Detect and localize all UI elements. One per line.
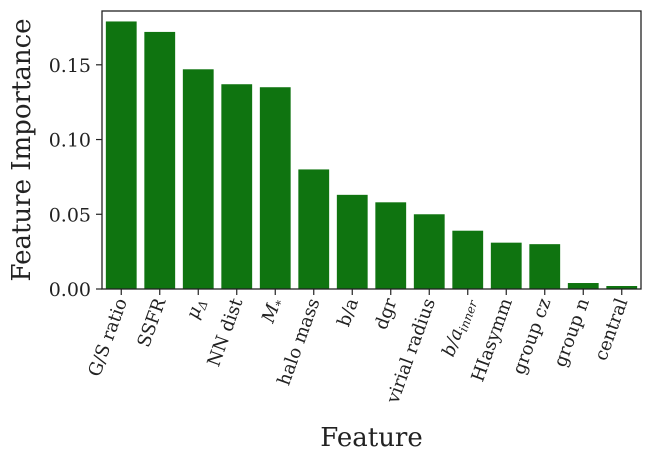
bar-11 xyxy=(529,244,561,289)
y-tick-label-0: 0.00 xyxy=(49,279,91,301)
bar-1 xyxy=(144,31,176,289)
x-tick-label-12: group n xyxy=(550,295,594,370)
plot-frame xyxy=(101,10,642,290)
bar-6 xyxy=(336,194,368,289)
x-tick-label-7: dgr xyxy=(371,295,402,332)
bar-5 xyxy=(298,169,330,289)
x-tick-label-2: μΔ xyxy=(182,296,211,323)
x-tick-label-6: b/a xyxy=(334,295,364,329)
x-tick-label-1: SSFR xyxy=(133,295,170,350)
bar-3 xyxy=(221,84,253,289)
x-axis-label: Feature xyxy=(320,423,423,452)
bar-2 xyxy=(182,69,214,290)
bars-group xyxy=(105,21,638,290)
bar-7 xyxy=(375,202,407,289)
y-axis: 0.00 0.05 0.10 0.15 xyxy=(49,55,102,301)
bar-4 xyxy=(259,87,291,290)
bar-10 xyxy=(490,242,522,289)
bar-12 xyxy=(567,283,599,289)
bar-8 xyxy=(413,214,445,289)
x-tick-label-9: b/ainner xyxy=(438,294,481,360)
x-tick-label-4: M* xyxy=(258,296,288,328)
y-axis-label: Feature Importance xyxy=(7,18,37,281)
x-tick-label-3: NN dist xyxy=(203,295,247,370)
y-tick-label-3: 0.15 xyxy=(49,55,91,77)
bar-13 xyxy=(606,286,638,289)
y-tick-label-1: 0.05 xyxy=(49,204,91,226)
x-tick-label-11: group cz xyxy=(509,296,556,378)
y-tick-label-2: 0.10 xyxy=(49,130,91,152)
bar-0 xyxy=(105,21,137,289)
x-tick-label-0: G/S ratio xyxy=(84,296,132,380)
bar-9 xyxy=(452,230,484,289)
x-tick-label-13: central xyxy=(591,295,633,363)
